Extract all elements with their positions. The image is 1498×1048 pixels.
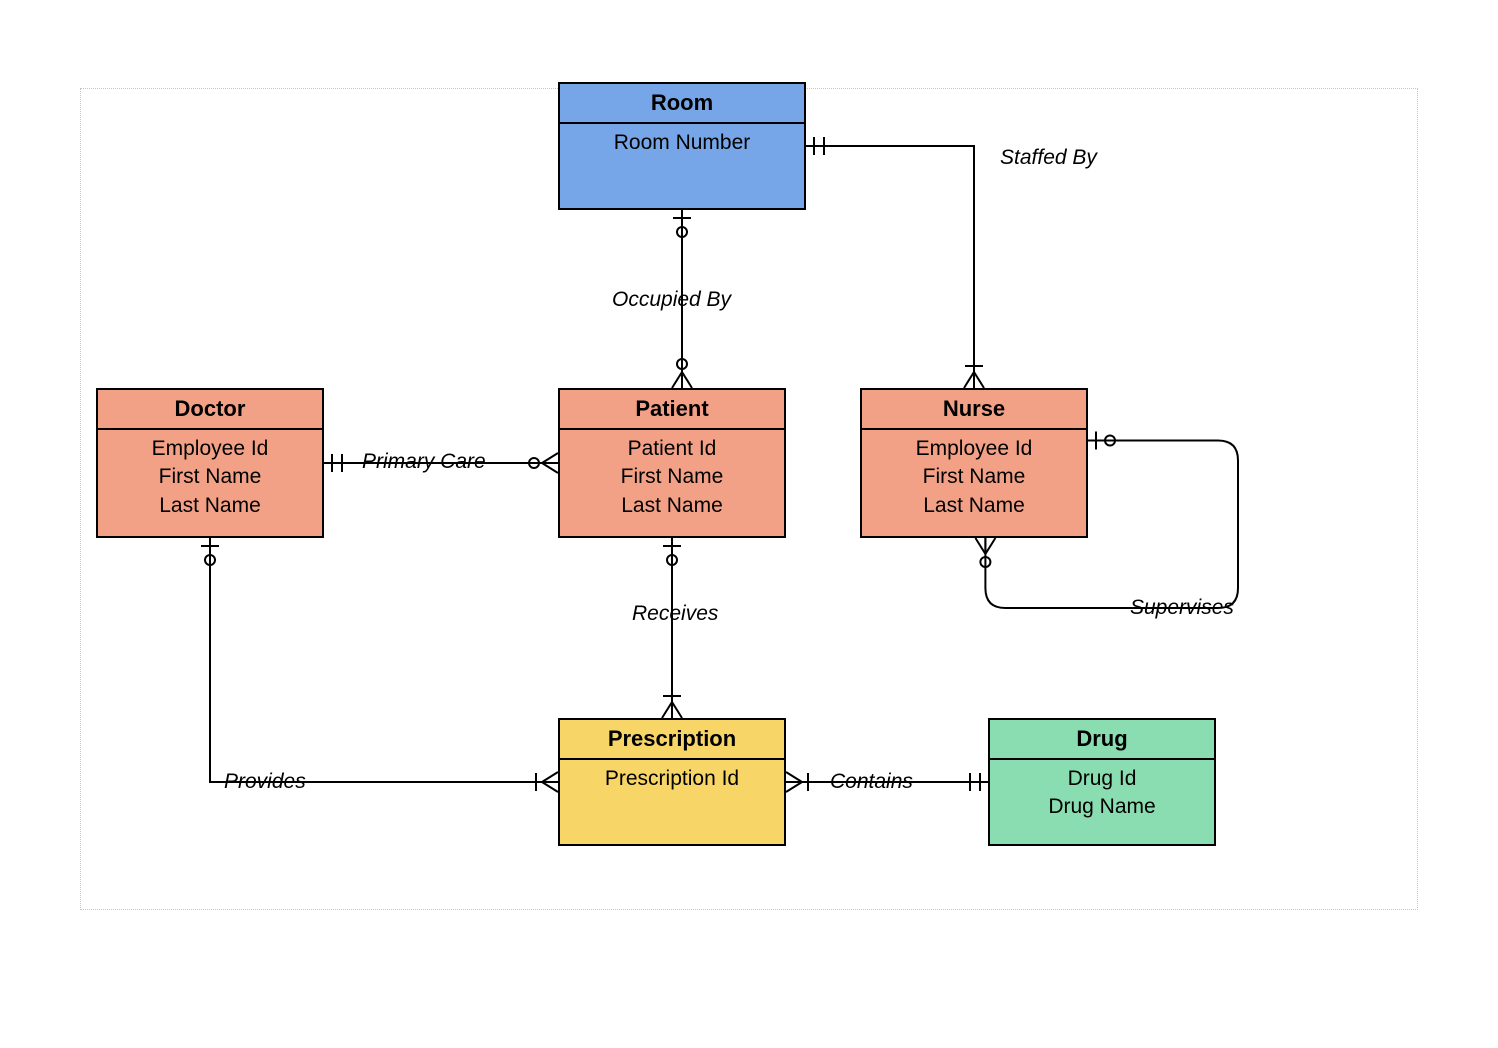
entity-room-title: Room	[560, 84, 804, 124]
entity-room-attr-0: Room Number	[564, 130, 800, 156]
rel-supervises-label: Supervises	[1130, 596, 1234, 620]
rel-staffed-by-label: Staffed By	[1000, 146, 1097, 170]
entity-doctor-attrs: Employee Id First Name Last Name	[98, 430, 322, 536]
rel-primary-care-label: Primary Care	[362, 450, 486, 474]
entity-doctor-attr-2: Last Name	[102, 493, 318, 519]
entity-nurse-title: Nurse	[862, 390, 1086, 430]
entity-nurse: Nurse Employee Id First Name Last Name	[860, 388, 1088, 538]
entity-drug-attr-1: Drug Name	[994, 794, 1210, 820]
entity-doctor: Doctor Employee Id First Name Last Name	[96, 388, 324, 538]
entity-prescription-title: Prescription	[560, 720, 784, 760]
entity-prescription: Prescription Prescription Id	[558, 718, 786, 846]
entity-nurse-attr-2: Last Name	[866, 493, 1082, 519]
entity-doctor-attr-1: First Name	[102, 464, 318, 490]
rel-contains-label: Contains	[830, 770, 913, 794]
entity-drug-attrs: Drug Id Drug Name	[990, 760, 1214, 844]
entity-prescription-attr-0: Prescription Id	[564, 766, 780, 792]
rel-occupied-by-label: Occupied By	[612, 288, 731, 312]
entity-drug-attr-0: Drug Id	[994, 766, 1210, 792]
entity-nurse-attrs: Employee Id First Name Last Name	[862, 430, 1086, 536]
rel-provides-label: Provides	[224, 770, 306, 794]
entity-doctor-attr-0: Employee Id	[102, 436, 318, 462]
entity-drug-title: Drug	[990, 720, 1214, 760]
entity-doctor-title: Doctor	[98, 390, 322, 430]
entity-drug: Drug Drug Id Drug Name	[988, 718, 1216, 846]
entity-patient-attr-2: Last Name	[564, 493, 780, 519]
rel-receives-label: Receives	[632, 602, 718, 626]
entity-room-attrs: Room Number	[560, 124, 804, 208]
entity-patient-title: Patient	[560, 390, 784, 430]
entity-patient-attr-1: First Name	[564, 464, 780, 490]
entity-patient-attr-0: Patient Id	[564, 436, 780, 462]
entity-nurse-attr-1: First Name	[866, 464, 1082, 490]
entity-patient-attrs: Patient Id First Name Last Name	[560, 430, 784, 536]
entity-prescription-attrs: Prescription Id	[560, 760, 784, 844]
entity-nurse-attr-0: Employee Id	[866, 436, 1082, 462]
entity-room: Room Room Number	[558, 82, 806, 210]
entity-patient: Patient Patient Id First Name Last Name	[558, 388, 786, 538]
